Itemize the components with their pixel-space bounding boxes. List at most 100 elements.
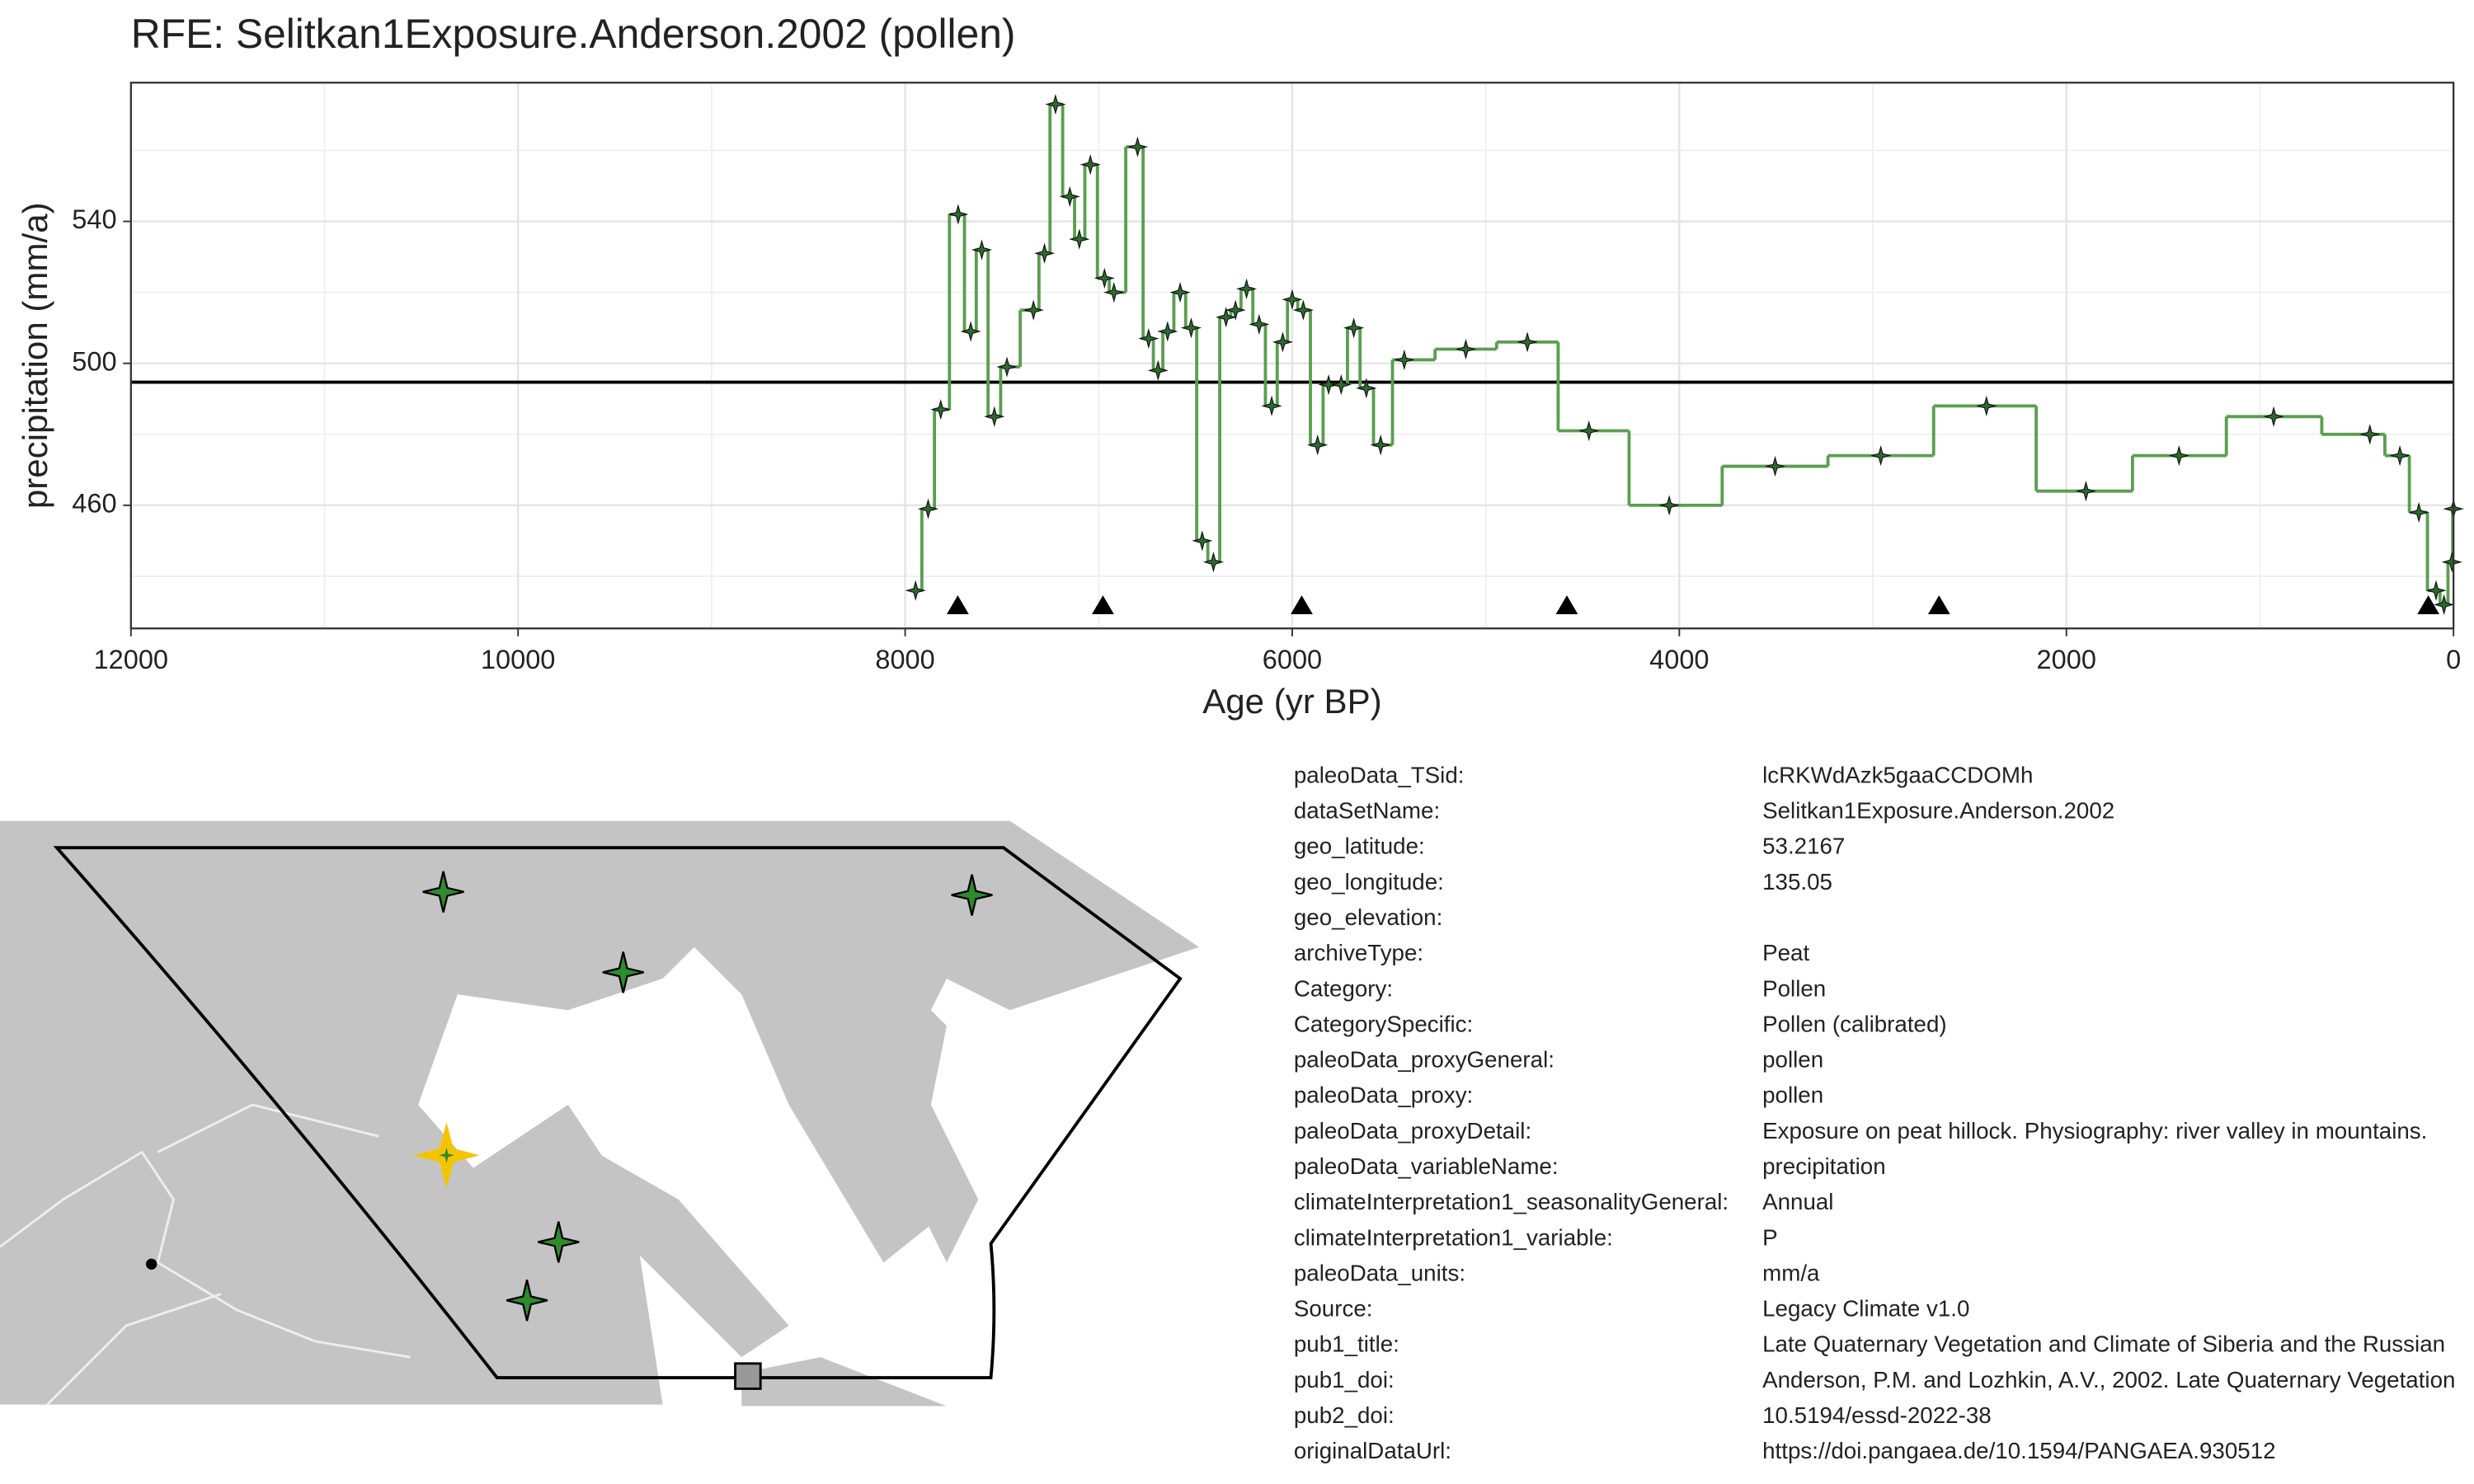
data-point (1658, 495, 1680, 516)
metadata-value: Selitkan1Exposure.Anderson.2002 (1762, 798, 2114, 824)
data-point (1517, 331, 1538, 353)
metadata-key: pub2_doi: (1294, 1402, 1395, 1428)
data-point (984, 406, 1005, 427)
site-marker (422, 871, 464, 913)
metadata-value: Pollen (1762, 975, 1826, 1001)
data-point (1216, 307, 1237, 328)
metadata-value: P (1762, 1224, 1777, 1250)
data-point (1079, 154, 1101, 176)
data-point (2075, 481, 2097, 502)
data-point (2425, 580, 2447, 601)
data-point (1126, 136, 1149, 157)
data-point (1318, 373, 1339, 396)
metadata-value: Legacy Climate v1.0 (1762, 1296, 1969, 1322)
metadata-key: paleoData_proxy: (1294, 1082, 1473, 1108)
metadata-value: 135.05 (1762, 869, 1832, 895)
site-marker (951, 874, 993, 916)
data-point (1292, 299, 1315, 321)
metadata-value: pollen (1762, 1047, 1823, 1073)
data-point (1394, 349, 1415, 371)
x-tick-label: 2000 (2037, 645, 2096, 674)
metadata-key: climateInterpretation1_variable: (1294, 1224, 1613, 1250)
age-control-marker (947, 595, 969, 615)
age-control-marker (1927, 595, 1950, 615)
metadata-value: 10.5194/essd-2022-38 (1762, 1402, 1992, 1428)
data-point (1059, 186, 1080, 208)
data-point (996, 356, 1018, 378)
data-point (1180, 317, 1202, 339)
age-control-marker (1291, 595, 1313, 615)
data-point (1169, 281, 1191, 303)
data-point (1023, 299, 1044, 321)
metadata-key: pub1_doi: (1294, 1367, 1395, 1392)
chart-title: RFE: Selitkan1Exposure.Anderson.2002 (po… (131, 11, 1016, 57)
data-point (2389, 444, 2411, 467)
data-point (1343, 317, 1365, 339)
metadata-value: Late Quaternary Vegetation and Climate o… (1762, 1331, 2445, 1357)
data-point (2359, 424, 2381, 445)
metadata-key: geo_longitude: (1294, 869, 1444, 895)
metadata-value: pollen (1762, 1082, 1823, 1108)
data-point (1033, 242, 1056, 264)
x-tick-label: 6000 (1263, 645, 1322, 674)
metadata-key: climateInterpretation1_seasonalityGenera… (1294, 1189, 1729, 1214)
data-point (2433, 594, 2455, 616)
x-tick-label: 10000 (481, 645, 555, 674)
data-point (1764, 455, 1786, 477)
x-tick-label: 4000 (1649, 645, 1709, 674)
data-point (1578, 420, 1600, 442)
data-point (1157, 321, 1178, 342)
data-point (905, 580, 926, 601)
metadata-key: geo_latitude: (1294, 834, 1425, 859)
metadata-key: geo_elevation: (1294, 904, 1442, 930)
site-marker (538, 1221, 580, 1263)
data-point (2263, 406, 2284, 427)
metadata-value: Pollen (calibrated) (1762, 1011, 1947, 1036)
data-point (1225, 299, 1246, 321)
data-point (960, 321, 981, 342)
metadata-key: dataSetName: (1294, 798, 1440, 824)
metadata-value: precipitation (1762, 1153, 1886, 1179)
data-point (1045, 93, 1066, 115)
data-point (1272, 331, 1294, 353)
data-point (917, 498, 939, 519)
data-point (1282, 289, 1303, 310)
map (0, 820, 1231, 1407)
metadata-value: mm/a (1762, 1260, 1820, 1285)
y-tick-label: 460 (72, 488, 116, 518)
selected-site-center (438, 1147, 455, 1163)
data-point (1094, 267, 1115, 289)
data-point (1202, 552, 1225, 573)
metadata-key: archiveType: (1294, 940, 1423, 965)
data-point (948, 204, 969, 225)
y-tick-label: 540 (72, 204, 116, 234)
data-point (1976, 395, 1997, 417)
site-marker (602, 951, 644, 993)
metadata-value: Peat (1762, 940, 1809, 965)
age-control-marker (1092, 595, 1114, 615)
metadata-key: pub1_title: (1294, 1331, 1399, 1357)
x-tick-label: 8000 (875, 645, 934, 674)
data-point (1249, 313, 1270, 336)
metadata-value: Exposure on peat hillock. Physiography: … (1762, 1118, 2427, 1144)
data-point (930, 399, 952, 420)
data-point (1261, 395, 1282, 417)
metadata-key: Category: (1294, 975, 1393, 1001)
metadata-value: 53.2167 (1762, 834, 1845, 859)
metadata-key: originalDataUrl: (1294, 1438, 1451, 1463)
y-axis-title: precipitation (mm/a) (16, 202, 54, 509)
data-point (1870, 444, 1892, 467)
site-marker (506, 1280, 548, 1322)
y-tick-label: 500 (72, 346, 116, 376)
x-tick-label: 12000 (94, 645, 168, 674)
data-point (1235, 278, 1258, 299)
data-point (2441, 552, 2462, 573)
data-point (971, 239, 993, 261)
data-point (1370, 434, 1391, 456)
data-point (1356, 378, 1377, 399)
metadata-value: https://doi.pangaea.de/10.1594/PANGAEA.9… (1762, 1438, 2275, 1463)
data-point (1069, 228, 1090, 250)
metadata-key: paleoData_TSid: (1294, 762, 1465, 787)
